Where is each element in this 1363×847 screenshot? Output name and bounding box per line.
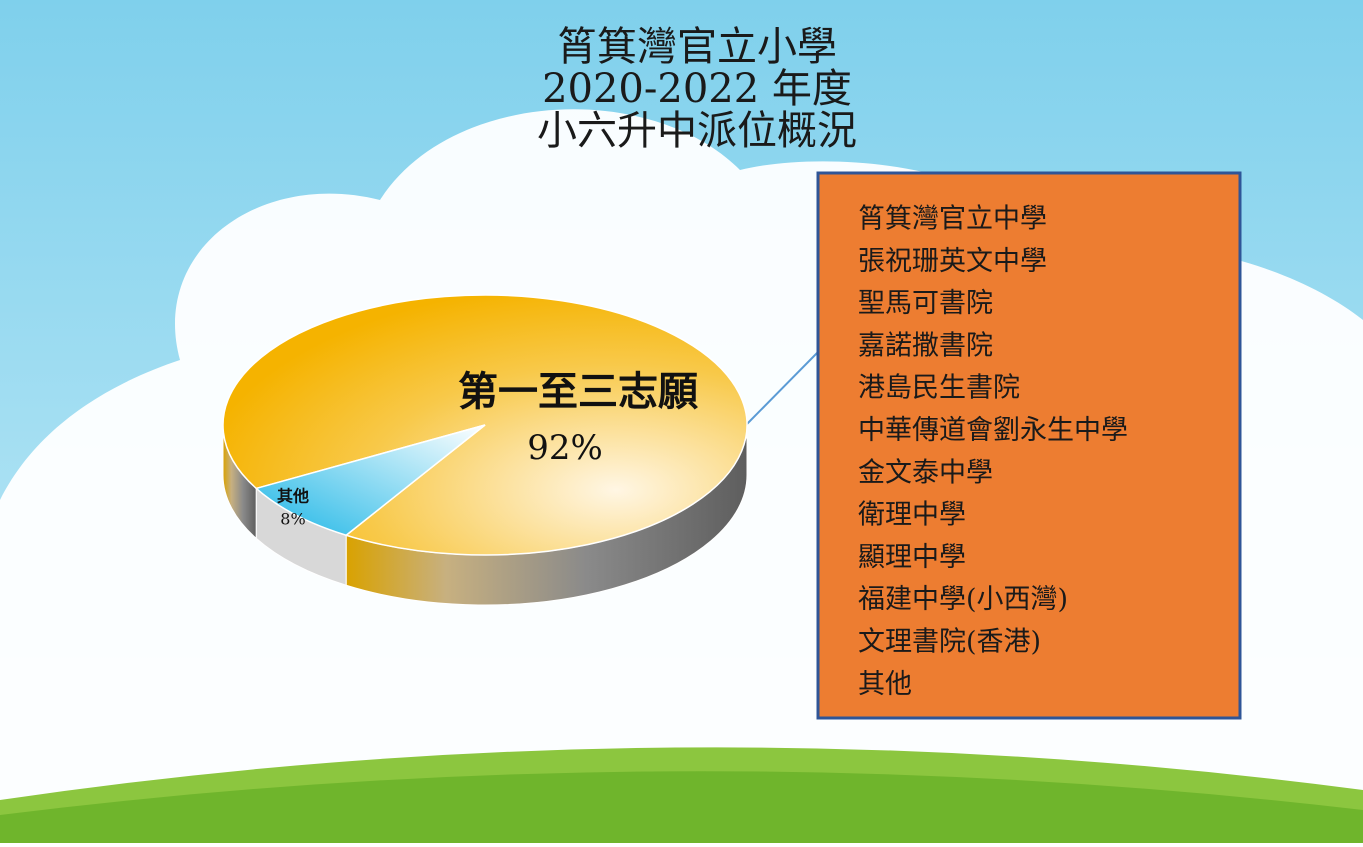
- school-name: 筲箕灣官立中學: [858, 204, 1047, 235]
- school-box: [816, 171, 1242, 720]
- school-name: 聖馬可書院: [858, 288, 993, 319]
- category-label: 第一至三志願: [458, 368, 698, 415]
- school-name: 福建中學(小西灣): [858, 584, 1068, 615]
- title-line: 筲箕灣官立小學: [557, 24, 837, 70]
- ground-shade: [0, 771, 1363, 843]
- school-name: 其他: [858, 669, 912, 700]
- leader-line: [744, 351, 819, 427]
- school-name: 顯理中學: [858, 542, 966, 573]
- school-name: 衛理中學: [858, 500, 966, 531]
- title-line: 小六升中派位概況: [537, 108, 857, 154]
- value-label: 92%: [527, 428, 603, 468]
- school-name: 嘉諾撒書院: [858, 330, 993, 361]
- school-name: 中華傳道會劉永生中學: [858, 415, 1128, 446]
- school-name: 文理書院(香港): [858, 627, 1041, 658]
- school-name: 金文泰中學: [858, 457, 993, 488]
- school-name: 張祝珊英文中學: [858, 246, 1047, 277]
- slice: [222, 294, 748, 556]
- value-label: 8%: [280, 510, 305, 529]
- school-name: 港島民生書院: [858, 373, 1020, 404]
- slice: [254, 424, 486, 537]
- title-line: 2020-2022 年度: [542, 66, 852, 112]
- category-label: 其他: [277, 487, 309, 506]
- pie: 第一至三志願 92% 其他 8%: [222, 294, 748, 606]
